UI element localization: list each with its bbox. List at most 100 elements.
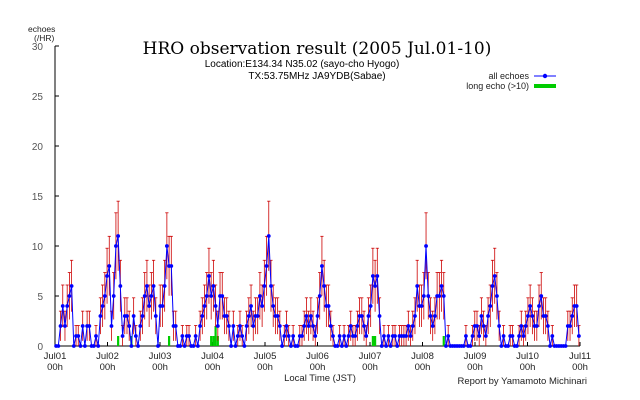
all-echoes-point [517,334,521,338]
x-tick-label-hour: 00h [572,362,588,373]
all-echoes-point [238,324,242,328]
all-echoes-point [136,344,140,348]
all-echoes-point [275,314,280,318]
all-echoes-point [483,334,488,338]
all-echoes-point [67,294,72,298]
all-echoes-point [71,344,76,348]
all-echoes-point [388,344,393,348]
x-tick-label-hour: 00h [415,362,431,373]
all-echoes-point [426,294,431,298]
all-echoes-point [570,314,575,318]
x-tick-label-day: Jul07 [359,351,382,362]
all-echoes-point [87,324,92,328]
all-echoes-point [395,344,400,348]
all-echoes-point [311,324,315,328]
all-echoes-point [377,314,382,318]
all-echoes-point [481,324,486,328]
all-echoes-point [304,314,309,318]
all-echoes-point [506,344,510,348]
all-echoes-point [118,284,123,288]
x-tick-label-hour: 00h [257,362,273,373]
all-echoes-point [244,324,249,328]
x-tick-label-hour: 00h [310,362,326,373]
all-echoes-point [271,304,276,308]
all-echoes-point [337,334,342,338]
all-echoes-point [182,344,187,348]
all-echoes-point [153,314,158,318]
all-echoes-point [211,284,216,288]
all-echoes-point [291,334,296,338]
all-echoes-point [342,334,346,338]
all-echoes-point [145,284,149,288]
all-echoes-point [58,324,63,328]
all-echoes-point [441,294,446,298]
chart-subtitle-transmitter: TX:53.75MHz JA9YDB(Sabae) [248,71,385,82]
all-echoes-point [204,294,209,298]
x-tick-label-day: Jul09 [464,351,487,362]
all-echoes-point [368,304,373,308]
x-tick-label-hour: 00h [520,362,536,373]
all-echoes-point [468,344,473,348]
all-echoes-point [346,334,351,338]
legend-swatch-long-echo [534,84,556,88]
all-echoes-point [65,304,70,308]
x-tick-label-hour: 00h [467,362,483,373]
all-echoes-point [229,344,234,348]
y-tick-label: 25 [32,92,44,103]
y-ticks: 0 5 10 15 20 25 30 [32,42,59,353]
all-echoes-point [100,304,105,308]
all-echoes-point [200,314,205,318]
all-echoes-point [69,284,74,288]
all-echoes-point [308,314,313,318]
long-echo-bar [210,336,213,346]
x-tick-label-day: Jul04 [201,351,224,362]
all-echoes-point [521,334,526,338]
all-echoes-point [537,304,541,308]
all-echoes-point [514,344,519,348]
y-axis-label-unit: (/HR) [34,33,54,43]
all-echoes-point [315,314,320,318]
all-echoes-point [173,324,178,328]
all-echoes-point [266,234,271,238]
all-echoes-point [433,314,437,318]
all-echoes-point [246,314,251,318]
legend-marker-all-echoes [542,73,548,79]
all-echoes-point [193,334,198,338]
all-echoes-point [477,334,482,338]
all-echoes-point [492,274,497,278]
all-echoes-point [415,284,420,288]
all-echoes-point [353,334,358,338]
all-echoes-point [83,344,87,348]
all-echoes-point [94,334,98,338]
all-echoes-point [479,314,484,318]
all-echoes-point [446,334,451,338]
all-echoes-point [233,344,238,348]
all-echoes-point [379,344,384,348]
all-echoes-point [464,334,468,338]
all-echoes-point [78,344,83,348]
chart-subtitle-location: Location:E134.34 N35.02 (sayo-cho Hyogo) [205,59,400,70]
all-echoes-point [277,324,282,328]
all-echoes-point [80,324,85,328]
long-echo-bar [442,336,445,346]
long-echo-bar [216,336,219,346]
all-echoes-point [133,334,138,338]
all-echoes-point [149,294,154,298]
all-echoes-point [60,304,65,308]
all-echoes-point [114,244,118,248]
all-echoes-point [317,294,322,298]
all-echoes-point [56,344,61,348]
x-tick-label-day: Jul11 [569,351,591,362]
all-echoes-point [499,344,504,348]
x-tick-label-day: Jul05 [254,351,277,362]
x-axis-label: Local Time (JST) [284,373,356,384]
all-echoes-point [475,324,479,328]
all-echoes-point [289,344,293,348]
y-tick-label: 15 [32,192,44,203]
all-echoes-point [421,294,426,298]
all-echoes-point [344,344,349,348]
all-echoes-point [328,324,333,328]
all-echoes-point [235,334,240,338]
all-echoes-point [322,284,327,288]
all-echoes-point [300,334,304,338]
